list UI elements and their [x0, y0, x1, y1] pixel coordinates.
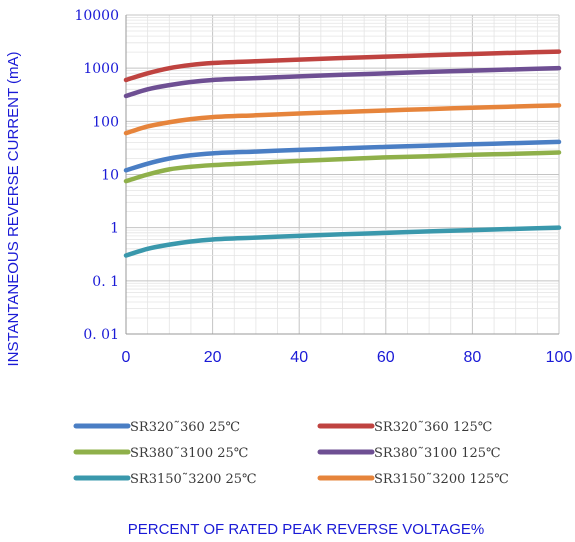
x-tick-label: 20: [204, 349, 222, 366]
series-lines: [123, 49, 562, 258]
legend-label: SR320˜360 125℃: [374, 420, 492, 435]
series-line-5: [123, 225, 562, 258]
x-axis-label: PERCENT OF RATED PEAK REVERSE VOLTAGE%: [128, 521, 484, 538]
y-tick-label: 10: [101, 168, 119, 184]
y-tick-label: 0. 01: [83, 327, 119, 343]
y-tick-label: 1: [110, 221, 119, 237]
y-tick-label: 1000: [83, 61, 119, 77]
x-tick-label: 60: [377, 349, 395, 366]
series-line-4: [123, 65, 562, 99]
y-tick-label: 10000: [74, 8, 119, 24]
y-tick-label: 0. 1: [92, 274, 119, 290]
y-tick-label: 100: [92, 114, 119, 130]
x-tick-label: 100: [546, 349, 573, 366]
series-line-3: [123, 150, 562, 184]
x-tick-label: 80: [464, 349, 482, 366]
x-tick-labels: 0 20 40 60 80 100: [122, 349, 573, 366]
y-axis-label: INSTANTANEOUS REVERSE CURRENT (mA): [5, 51, 22, 366]
y-tick-labels: 0. 01 0. 1 1 10 100 1000 10000: [74, 8, 119, 343]
x-tick-label: 0: [122, 349, 131, 366]
legend-label: SR380˜3100 125℃: [374, 446, 501, 461]
legend-label: SR3150˜3200 125℃: [374, 472, 509, 487]
series-line-6: [123, 103, 562, 136]
legend-label: SR380˜3100 25℃: [130, 446, 248, 461]
grid: [125, 14, 560, 335]
series-line-1: [123, 139, 562, 173]
legend-label: SR320˜360 25℃: [130, 420, 240, 435]
legend: SR320˜360 25℃ SR320˜360 125℃ SR380˜3100 25…: [73, 420, 509, 487]
x-tick-label: 40: [290, 349, 308, 366]
legend-label: SR3150˜3200 25℃: [130, 472, 257, 487]
series-line-2: [123, 49, 562, 83]
